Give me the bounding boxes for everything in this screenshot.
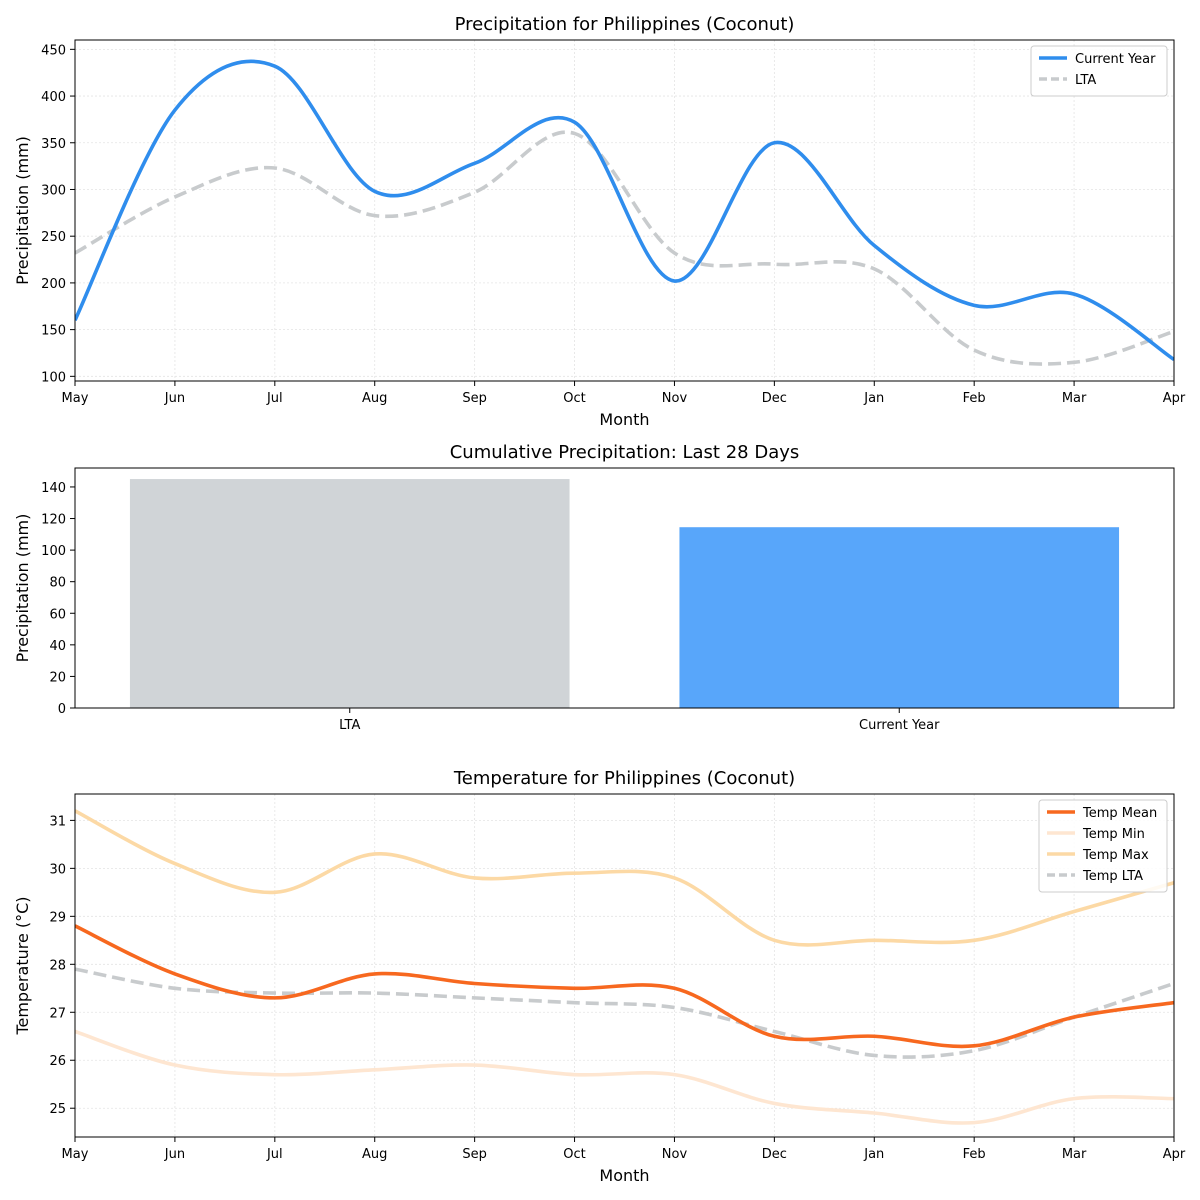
legend-label: LTA [1075,73,1096,88]
x-tick-label: Apr [1163,391,1186,406]
x-axis-label: Month [599,1166,649,1185]
y-tick-label: 29 [49,910,66,925]
x-tick-label: Feb [963,391,986,406]
legend-label: Current Year [1075,52,1156,67]
legend-label: Temp Min [1082,827,1145,842]
y-axis-label: Precipitation (mm) [13,514,32,663]
x-tick-label: LTA [339,718,360,733]
y-tick-label: 450 [41,43,66,58]
legend-box [1038,799,1168,893]
x-axis-label: Month [599,410,649,429]
x-tick-label: Dec [762,1147,787,1162]
y-tick-label: 100 [41,370,66,385]
x-tick-label: Apr [1163,1147,1186,1162]
y-tick-label: 27 [49,1006,66,1021]
y-tick-label: 300 [41,183,66,198]
x-tick-label: Aug [362,391,387,406]
x-tick-label: Oct [563,391,585,406]
y-tick-label: 25 [49,1102,66,1117]
plot-frame [74,793,1175,1138]
series-group [75,59,1174,366]
series-line-temp-min [75,1029,1174,1125]
y-tick-label: 60 [49,607,66,622]
x-tick-label: Jun [164,391,185,406]
y-tick-label: 26 [49,1054,66,1069]
series-line-temp-lta [75,967,1174,1059]
legend-label: Temp LTA [1082,869,1143,884]
chart-title: Precipitation for Philippines (Coconut) [455,14,795,35]
x-tick-label: Mar [1062,1147,1087,1162]
y-tick-label: 40 [49,639,66,654]
grid-lines [74,794,1175,1137]
series-line-temp-max [75,809,1174,947]
x-tick-label: Current Year [859,718,940,733]
x-tick-label: Nov [662,1147,688,1162]
legend: Current Year LTA [1030,45,1168,97]
y-axis-label: Precipitation (mm) [13,136,32,285]
bar-lta [129,479,570,708]
y-tick-label: 0 [58,702,66,717]
y-tick-label: 350 [41,137,66,152]
x-tick-label: Jul [266,391,283,406]
y-tick-label: 28 [49,958,66,973]
x-tick-label: Nov [662,391,688,406]
y-tick-label: 30 [49,862,66,877]
y-tick-label: 31 [49,814,66,829]
y-tick-label: 200 [41,277,66,292]
plot-frame [74,467,1175,709]
y-tick-label: 100 [41,544,66,559]
x-tick-label: May [62,391,89,406]
y-tick-label: 250 [41,230,66,245]
y-tick-label: 400 [41,90,66,105]
x-tick-label: Dec [762,391,787,406]
x-tick-label: Sep [462,1147,487,1162]
series-group [75,809,1174,1125]
chart-title: Temperature for Philippines (Coconut) [453,768,795,789]
series-line-current-year [75,59,1174,362]
x-tick-label: May [62,1147,89,1162]
series-line-lta [75,130,1174,366]
y-tick-label: 20 [49,670,66,685]
series-line-temp-mean [75,924,1174,1049]
x-tick-label: Jun [164,1147,185,1162]
legend-label: Temp Max [1082,848,1149,863]
chart-title: Cumulative Precipitation: Last 28 Days [450,442,800,463]
y-tick-label: 120 [41,513,66,528]
plot-frame [74,39,1175,382]
x-tick-label: Sep [462,391,487,406]
y-tick-label: 80 [49,576,66,591]
legend-label: Temp Mean [1082,806,1157,821]
y-axis-label: Temperature (°C) [13,896,32,1035]
x-tick-label: Jan [863,391,884,406]
x-tick-label: Mar [1062,391,1087,406]
x-tick-label: Jan [863,1147,884,1162]
x-tick-label: Feb [963,1147,986,1162]
legend: Temp Mean Temp Min Temp Max Temp LTA [1038,799,1168,893]
bar-current-year [679,527,1120,708]
x-tick-label: Jul [266,1147,283,1162]
y-tick-label: 140 [41,481,66,496]
y-tick-label: 150 [41,324,66,339]
x-tick-label: Oct [563,1147,585,1162]
x-tick-label: Aug [362,1147,387,1162]
